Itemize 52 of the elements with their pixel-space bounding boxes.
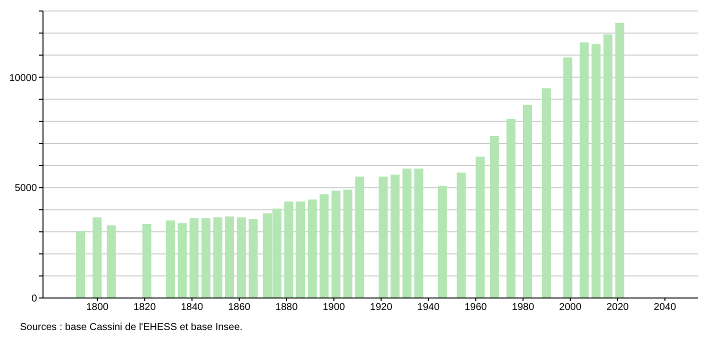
x-tick-label: 1860 <box>228 302 251 314</box>
bar <box>296 202 306 298</box>
x-tick-label: 1800 <box>86 302 109 314</box>
bar <box>456 172 466 298</box>
bar <box>308 200 317 298</box>
bar <box>580 42 589 298</box>
bar <box>506 118 516 298</box>
bar <box>563 57 572 298</box>
bar <box>523 105 532 298</box>
bar <box>343 190 352 298</box>
bar <box>603 34 612 298</box>
y-tick-label: 10000 <box>9 72 38 84</box>
bar <box>592 44 601 298</box>
x-tick-label: 1880 <box>275 302 298 314</box>
source-note: Sources : base Cassini de l'EHESS et base Insee. <box>20 322 244 333</box>
bar <box>542 88 551 298</box>
x-tick-label: 2040 <box>654 302 676 314</box>
bar <box>331 190 340 298</box>
bar <box>236 217 246 298</box>
y-tick-label: 0 <box>31 294 38 305</box>
bar <box>92 217 102 298</box>
bar <box>213 217 222 298</box>
bar <box>378 176 388 298</box>
bar <box>225 216 234 298</box>
x-tick-label: 1920 <box>370 302 393 314</box>
bar <box>76 231 86 298</box>
x-tick-label: 1960 <box>464 302 488 314</box>
x-tick-label: 1820 <box>134 302 156 314</box>
bar <box>476 156 485 298</box>
bar <box>142 224 152 298</box>
x-tick-label: 2020 <box>606 302 630 314</box>
bar <box>414 168 424 298</box>
x-tick-label: 2000 <box>559 302 582 314</box>
bar <box>190 218 199 298</box>
bar <box>106 225 116 298</box>
bar <box>178 223 187 298</box>
x-tick-label: 1940 <box>417 302 440 314</box>
bar <box>490 136 499 298</box>
x-tick-label: 1900 <box>322 302 346 314</box>
bar <box>248 219 258 298</box>
x-tick-label: 1840 <box>180 302 204 314</box>
bar <box>355 176 364 298</box>
bar <box>438 186 447 298</box>
bar <box>615 22 624 298</box>
bar <box>390 174 400 298</box>
bar <box>166 220 175 298</box>
x-tick-label: 1980 <box>512 302 535 314</box>
y-tick-label: 5000 <box>14 183 38 194</box>
bar <box>201 218 210 298</box>
bar <box>284 202 294 298</box>
bar <box>402 168 412 298</box>
bar <box>320 194 329 298</box>
